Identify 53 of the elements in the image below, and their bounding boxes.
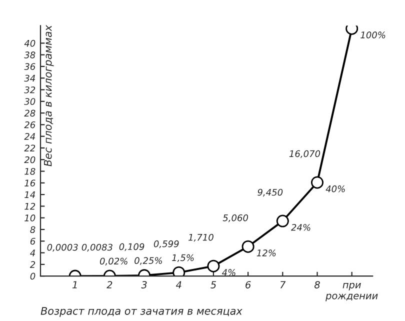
- annotation: 40%: [326, 185, 345, 192]
- x-tick-label: при рождении: [326, 282, 378, 302]
- data-label: 16,070: [289, 150, 320, 158]
- y-tick-label: 26: [24, 121, 36, 128]
- annotation: 24%: [291, 224, 310, 231]
- point: [207, 260, 220, 272]
- x-tick-label: 5: [210, 281, 216, 288]
- y-tick-label: 16: [24, 180, 36, 186]
- data-label: 0,0083: [82, 244, 112, 252]
- y-tick-label: 28: [24, 110, 36, 117]
- y-tick-label: 14: [24, 191, 35, 198]
- annotation: 4%: [222, 269, 236, 276]
- y-tick-label: 24: [24, 133, 35, 140]
- point: [172, 266, 186, 276]
- data-label: 0,599: [154, 240, 179, 248]
- y-tick-label: 0: [30, 272, 36, 280]
- y-tick-label: 18: [24, 168, 36, 175]
- y-tick-label: 4: [30, 250, 35, 256]
- point: [242, 240, 254, 253]
- annotation: 100%: [360, 32, 386, 38]
- y-axis-title: Вес плода в килограммах: [44, 24, 54, 166]
- y-tick-label: 36: [24, 63, 36, 70]
- y-tick-label: 12: [24, 202, 36, 210]
- y-tick-label: 40: [24, 40, 36, 47]
- y-tick-label: 2: [30, 261, 36, 268]
- annotation: 0,25%: [134, 257, 162, 265]
- data-label: 5,060: [222, 214, 248, 222]
- y-tick-label: 8: [30, 226, 36, 234]
- y-tick-label: 32: [24, 86, 36, 94]
- y-tick-label: 10: [24, 214, 36, 222]
- x-tick-label: 2: [106, 281, 112, 288]
- y-tick-label: 30: [24, 98, 36, 105]
- data-label: 0,109: [119, 243, 144, 251]
- y-tick-label: 20: [24, 156, 36, 164]
- x-tick-label: 4: [176, 281, 182, 288]
- x-tick-label: 3: [141, 281, 147, 288]
- point: [311, 176, 324, 189]
- y-tick-label: 22: [24, 144, 36, 152]
- x-tick-label: 7: [280, 281, 286, 288]
- x-axis-title: Возраст плода от зачатия в месяцах: [40, 307, 242, 317]
- annotation: 0,02%: [100, 258, 128, 266]
- y-tick-label: 34: [24, 74, 35, 82]
- annotation: 1,5%: [172, 254, 194, 262]
- y-tick-label: 6: [30, 238, 36, 245]
- x-tick-label: 1: [72, 281, 77, 288]
- data-label: 0,0003: [47, 244, 78, 252]
- data-label: 9,450: [258, 188, 283, 197]
- x-tick-label: 8: [314, 281, 320, 288]
- data-label: 1,710: [188, 234, 214, 242]
- point: [276, 214, 289, 228]
- annotation: 12%: [256, 250, 276, 256]
- y-tick-label: 38: [24, 52, 36, 58]
- x-tick-label: 6: [246, 281, 251, 288]
